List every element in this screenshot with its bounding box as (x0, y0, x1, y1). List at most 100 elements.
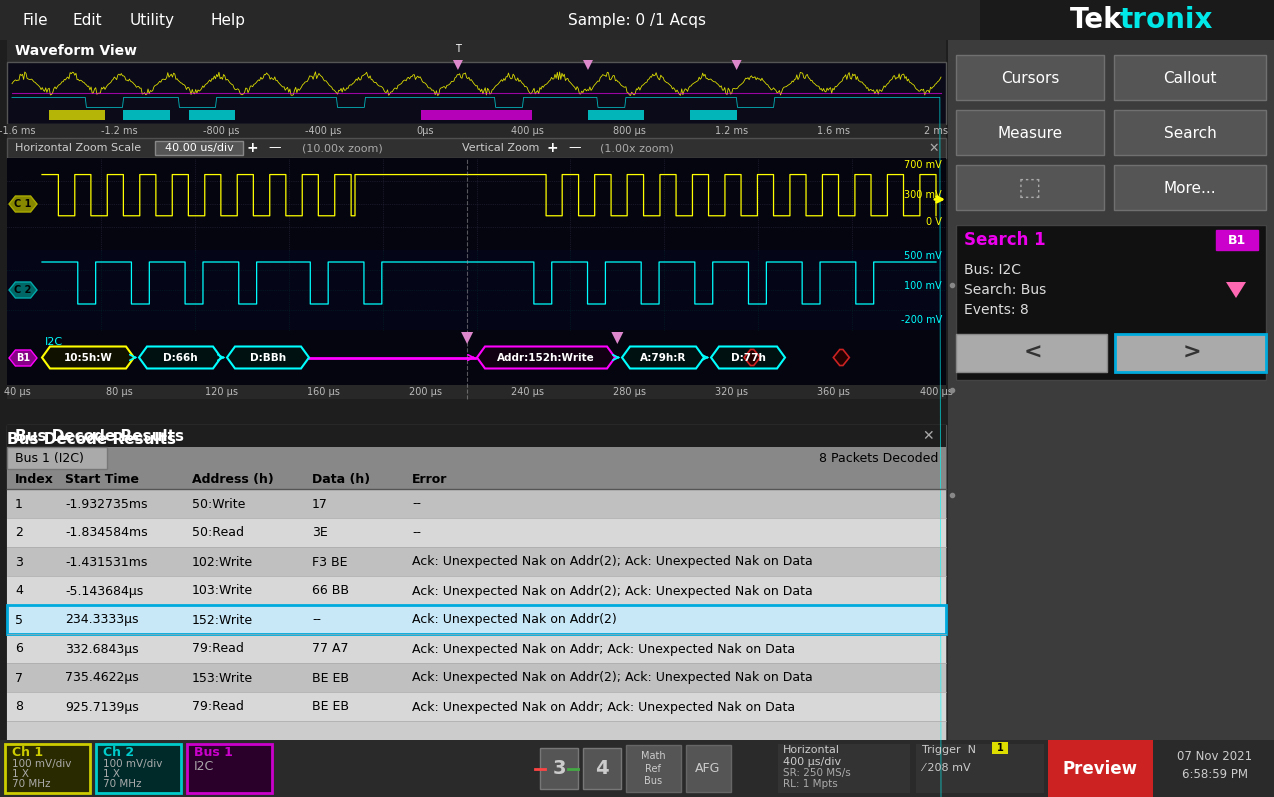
Text: Ref: Ref (645, 764, 661, 774)
Text: Help: Help (210, 13, 245, 28)
Text: 50:Read: 50:Read (192, 527, 245, 540)
Text: B1: B1 (17, 353, 31, 363)
Text: -1.431531ms: -1.431531ms (65, 556, 148, 568)
Text: 40 μs: 40 μs (4, 387, 31, 397)
Text: Math: Math (641, 751, 665, 761)
Bar (6, 447, 107, 469)
Text: Addr:152h:Write: Addr:152h:Write (497, 352, 595, 363)
Text: -1.932735ms: -1.932735ms (65, 497, 148, 511)
Text: 4: 4 (595, 760, 609, 779)
Text: Waveform View: Waveform View (15, 44, 138, 58)
Bar (1215, 230, 1257, 250)
Text: 0μs: 0μs (417, 126, 434, 136)
Text: 700 mV: 700 mV (905, 160, 941, 171)
Text: 66 BB: 66 BB (312, 584, 349, 598)
Text: 1: 1 (15, 497, 23, 511)
Text: Start Time: Start Time (65, 473, 139, 485)
Text: File: File (22, 13, 47, 28)
Bar (992, 742, 1008, 754)
Text: 2: 2 (15, 527, 23, 540)
Text: 3: 3 (552, 760, 566, 779)
Bar (685, 745, 731, 792)
Polygon shape (744, 350, 761, 366)
Bar (1115, 334, 1266, 372)
Text: Sample: 0 /1 Acqs: Sample: 0 /1 Acqs (568, 13, 706, 28)
Bar (124, 110, 169, 120)
Text: 120 μs: 120 μs (205, 387, 238, 397)
Text: 50:Write: 50:Write (192, 497, 246, 511)
Bar (6, 489, 947, 518)
Text: 234.3333μs: 234.3333μs (65, 614, 139, 626)
Bar (420, 110, 533, 120)
Text: 70 MHz: 70 MHz (11, 779, 51, 789)
Text: T: T (455, 44, 461, 54)
Text: 8: 8 (15, 701, 23, 713)
Bar (6, 634, 947, 663)
Text: 360 μs: 360 μs (818, 387, 850, 397)
Text: 77 A7: 77 A7 (312, 642, 349, 655)
Bar (1158, 740, 1274, 797)
Text: RL: 1 Mpts: RL: 1 Mpts (784, 779, 838, 789)
Polygon shape (622, 347, 705, 368)
Text: ✕: ✕ (922, 429, 934, 443)
Polygon shape (461, 332, 473, 344)
Bar (540, 748, 578, 789)
Text: B1: B1 (1228, 234, 1246, 246)
Text: 200 μs: 200 μs (409, 387, 442, 397)
Text: 6: 6 (15, 642, 23, 655)
Text: 4: 4 (15, 584, 23, 598)
Bar (6, 547, 947, 576)
Text: Tek: Tek (1070, 6, 1122, 34)
Bar (956, 334, 1107, 372)
Text: >: > (1182, 343, 1201, 363)
Bar (6, 425, 947, 447)
Text: 925.7139μs: 925.7139μs (65, 701, 139, 713)
Text: Index: Index (15, 473, 54, 485)
Text: Search: Search (1163, 125, 1217, 140)
Bar (96, 744, 181, 793)
Text: 0 V: 0 V (926, 218, 941, 227)
Text: Horizontal: Horizontal (784, 745, 840, 755)
Text: 240 μs: 240 μs (511, 387, 544, 397)
Text: -400 μs: -400 μs (306, 126, 341, 136)
Text: Search: Bus: Search: Bus (964, 283, 1046, 297)
Text: (1.00x zoom): (1.00x zoom) (600, 143, 674, 153)
Bar (948, 40, 1274, 740)
Text: 8 Packets Decoded: 8 Packets Decoded (819, 451, 938, 465)
Text: Measure: Measure (998, 125, 1063, 140)
Polygon shape (476, 347, 615, 368)
Text: 300 mV: 300 mV (905, 190, 941, 200)
Text: -1.6 ms: -1.6 ms (0, 126, 36, 136)
Text: 160 μs: 160 μs (307, 387, 340, 397)
Text: Cursors: Cursors (1001, 70, 1059, 85)
Bar (6, 250, 947, 330)
Text: 1 X: 1 X (103, 769, 120, 779)
Bar (6, 124, 947, 138)
Text: 40.00 us/div: 40.00 us/div (164, 143, 233, 153)
Bar (6, 425, 947, 740)
Text: 100 mV: 100 mV (905, 281, 941, 291)
Text: <: < (1024, 343, 1042, 363)
Text: A:79h:R: A:79h:R (640, 352, 687, 363)
Bar (6, 385, 947, 399)
Text: 1 X: 1 X (11, 769, 29, 779)
Text: F3 BE: F3 BE (312, 556, 348, 568)
Text: —: — (568, 142, 581, 155)
Text: Address (h): Address (h) (192, 473, 274, 485)
Bar (956, 55, 1105, 100)
Text: Utility: Utility (130, 13, 175, 28)
Bar (155, 141, 243, 155)
Text: I2C: I2C (45, 337, 64, 347)
Text: Trigger  N: Trigger N (922, 745, 976, 755)
Text: Data (h): Data (h) (312, 473, 371, 485)
Text: D:77h: D:77h (730, 352, 766, 363)
Text: 332.6843μs: 332.6843μs (65, 642, 139, 655)
Bar (583, 748, 620, 789)
Text: 400 μs/div: 400 μs/div (784, 757, 841, 767)
Bar (589, 110, 643, 120)
Text: 400 μs: 400 μs (920, 387, 953, 397)
Text: BE EB: BE EB (312, 701, 349, 713)
Text: 400 μs: 400 μs (511, 126, 544, 136)
Text: -5.143684μs: -5.143684μs (65, 584, 143, 598)
Bar (1113, 165, 1266, 210)
